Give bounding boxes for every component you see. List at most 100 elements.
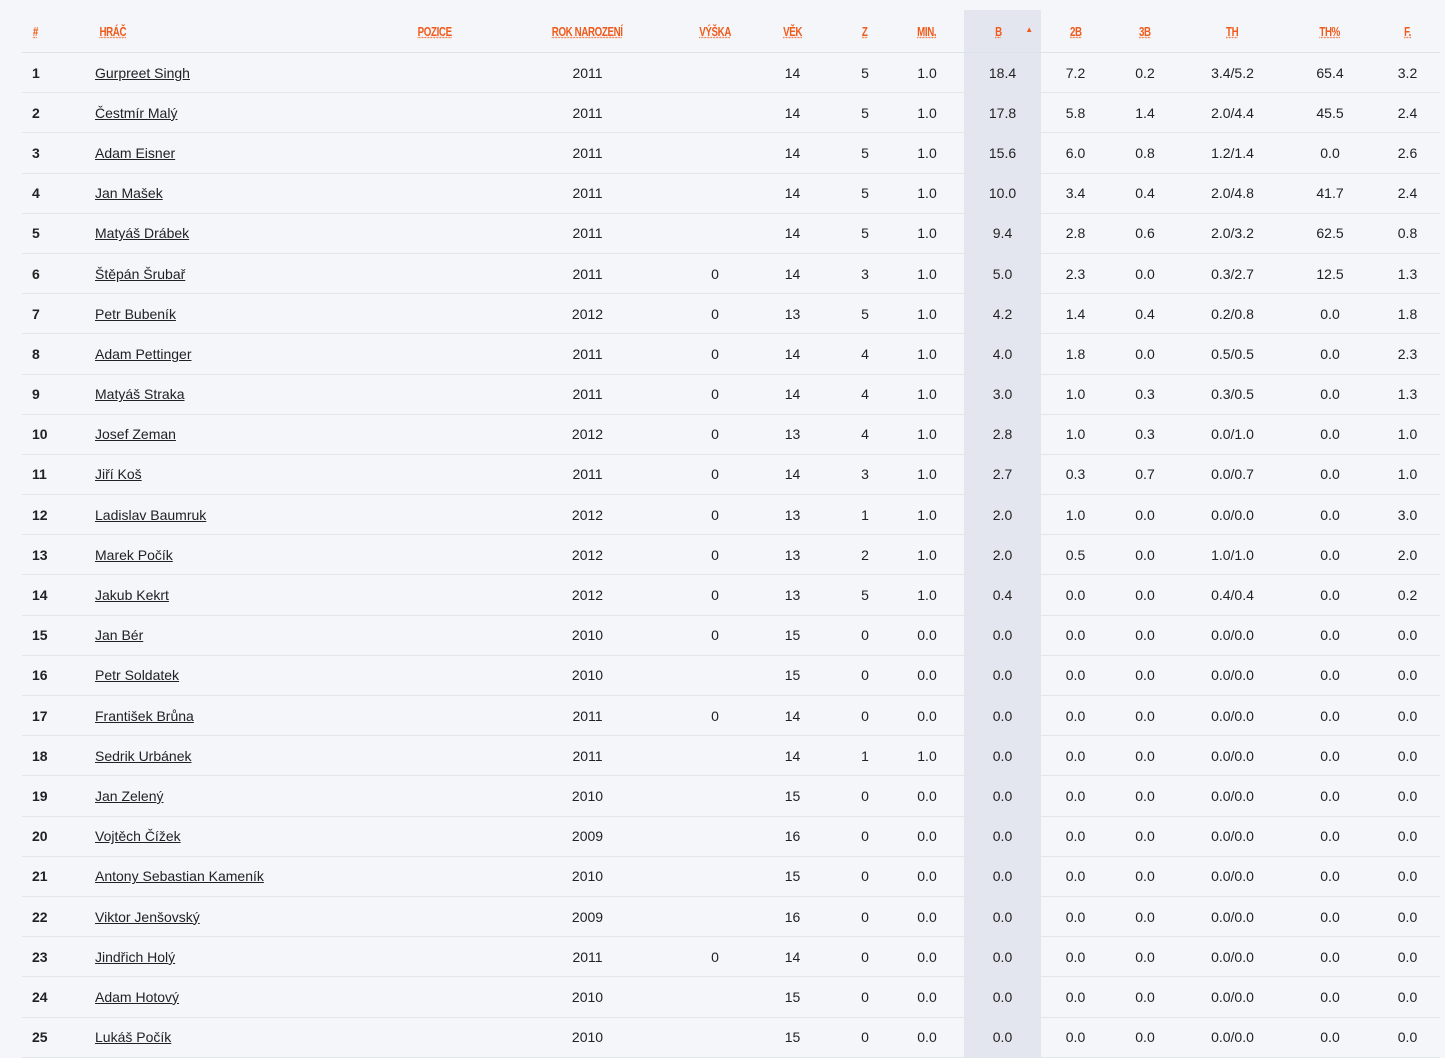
- cell-col-points: 4.2: [964, 293, 1041, 335]
- player-link[interactable]: Adam Pettinger: [95, 345, 192, 362]
- cell-col-player: Ladislav Baumruk: [90, 494, 380, 536]
- cell-col-player: Antony Sebastian Kameník: [90, 856, 380, 897]
- cell-col-games: 0: [840, 896, 890, 938]
- header-col-points[interactable]: B ▲: [964, 10, 1041, 53]
- cell-col-position: [380, 92, 490, 134]
- player-link[interactable]: Josef Zeman: [95, 426, 176, 443]
- player-link[interactable]: Jindřich Holý: [95, 948, 176, 965]
- table-row: 21 Antony Sebastian Kameník 2010 15 0 0.0 0.0 0…: [22, 856, 1440, 897]
- cell-col-games: 0: [840, 695, 890, 737]
- player-link[interactable]: Antony Sebastian Kameník: [95, 868, 264, 885]
- cell-col-fouls: 0.8: [1375, 213, 1440, 254]
- cell-col-3pt: 0.0: [1110, 735, 1180, 777]
- header-col-free-throws[interactable]: TH: [1180, 10, 1285, 53]
- header-col-games[interactable]: Z: [840, 10, 890, 53]
- cell-col-age: 14: [745, 173, 840, 214]
- cell-col-rank: 4: [22, 173, 90, 214]
- cell-col-games: 0: [840, 816, 890, 857]
- player-link[interactable]: Adam Hotový: [95, 988, 180, 1005]
- cell-col-3pt: 0.2: [1110, 52, 1180, 94]
- header-col-2pt[interactable]: 2B: [1041, 10, 1110, 53]
- player-link[interactable]: Matyáš Straka: [95, 386, 185, 403]
- cell-col-birth-year: 2012: [490, 494, 685, 536]
- cell-col-free-throws: 0.0/1.0: [1180, 414, 1285, 455]
- table-row: 7 Petr Bubeník 2012 0 13 5 1.0 4.2 1.4 0.4 0.2/0.8…: [22, 293, 1440, 335]
- table-row: 10 Josef Zeman 2012 0 13 4 1.0 2.8 1.0 0.3 0.0/1.0…: [22, 414, 1440, 455]
- header-col-3pt[interactable]: 3B: [1110, 10, 1180, 53]
- cell-col-age: 15: [745, 655, 840, 697]
- header-col-birth-year[interactable]: ROK NAROZENÍ: [490, 10, 685, 53]
- player-link[interactable]: Vojtěch Čížek: [95, 828, 181, 845]
- player-link[interactable]: Gurpreet Singh: [95, 64, 190, 81]
- player-link[interactable]: Jan Mašek: [95, 185, 163, 202]
- player-link[interactable]: Ladislav Baumruk: [95, 506, 207, 523]
- cell-col-points: 0.0: [964, 655, 1041, 697]
- cell-col-2pt: 5.8: [1041, 92, 1110, 134]
- cell-col-2pt: 0.0: [1041, 574, 1110, 616]
- header-col-fouls[interactable]: F.: [1375, 10, 1440, 53]
- player-link[interactable]: František Brůna: [95, 707, 194, 724]
- player-link[interactable]: Jakub Kekrt: [95, 587, 169, 604]
- header-label: 2B: [1069, 23, 1082, 39]
- header-label: TH: [1226, 23, 1239, 39]
- cell-col-2pt: 0.0: [1041, 735, 1110, 777]
- player-link[interactable]: Adam Eisner: [95, 144, 176, 161]
- header-label: B: [995, 23, 1003, 39]
- cell-col-3pt: 0.0: [1110, 655, 1180, 697]
- header-label: #: [32, 23, 38, 39]
- header-col-player[interactable]: HRÁČ: [90, 10, 380, 53]
- cell-col-player: Josef Zeman: [90, 414, 380, 455]
- cell-col-ft-pct: 0.0: [1285, 976, 1375, 1018]
- header-col-rank[interactable]: #: [22, 10, 90, 53]
- cell-col-points: 5.0: [964, 253, 1041, 295]
- player-link[interactable]: Petr Bubeník: [95, 305, 176, 322]
- header-label: TH%: [1319, 23, 1341, 39]
- cell-col-2pt: 1.8: [1041, 333, 1110, 375]
- header-col-age[interactable]: VĚK: [745, 10, 840, 53]
- cell-col-rank: 1: [22, 52, 90, 94]
- cell-col-fouls: 0.0: [1375, 615, 1440, 656]
- cell-col-height: [685, 1017, 745, 1058]
- player-link[interactable]: Jiří Koš: [95, 466, 142, 483]
- cell-col-2pt: 2.8: [1041, 213, 1110, 254]
- header-col-position[interactable]: POZICE: [380, 10, 490, 53]
- header-label: Z: [862, 23, 868, 39]
- player-link[interactable]: Štěpán Šrubař: [95, 265, 186, 282]
- player-link[interactable]: Petr Soldatek: [95, 667, 180, 684]
- header-label: VÝŠKA: [699, 23, 731, 39]
- cell-col-points: 18.4: [964, 52, 1041, 94]
- cell-col-points: 0.0: [964, 615, 1041, 656]
- cell-col-height: [685, 655, 745, 697]
- player-link[interactable]: Jan Zelený: [95, 787, 164, 804]
- cell-col-player: Adam Eisner: [90, 132, 380, 174]
- player-link[interactable]: Lukáš Počík: [95, 1029, 172, 1046]
- cell-col-age: 14: [745, 52, 840, 94]
- player-link[interactable]: Marek Počík: [95, 546, 173, 563]
- player-link[interactable]: Sedrik Urbánek: [95, 747, 192, 764]
- header-col-height[interactable]: VÝŠKA: [685, 10, 745, 53]
- cell-col-birth-year: 2011: [490, 173, 685, 214]
- cell-col-position: [380, 1017, 490, 1058]
- player-link[interactable]: Jan Bér: [95, 627, 144, 644]
- cell-col-points: 0.0: [964, 816, 1041, 857]
- table-row: 4 Jan Mašek 2011 14 5 1.0 10.0 3.4 0.4 2.0/4.8 41.…: [22, 173, 1440, 214]
- cell-col-3pt: 0.0: [1110, 695, 1180, 737]
- cell-col-games: 0: [840, 936, 890, 978]
- cell-col-height: 0: [685, 333, 745, 375]
- cell-col-2pt: 0.0: [1041, 936, 1110, 978]
- cell-col-age: 15: [745, 1017, 840, 1058]
- cell-col-games: 3: [840, 253, 890, 295]
- cell-col-ft-pct: 65.4: [1285, 52, 1375, 94]
- header-label: ROK NAROZENÍ: [552, 23, 623, 39]
- header-col-ft-pct[interactable]: TH%: [1285, 10, 1375, 53]
- cell-col-2pt: 0.0: [1041, 856, 1110, 897]
- cell-col-games: 4: [840, 414, 890, 455]
- player-link[interactable]: Viktor Jenšovský: [95, 908, 200, 925]
- cell-col-ft-pct: 0.0: [1285, 936, 1375, 978]
- header-col-minutes[interactable]: MIN.: [890, 10, 964, 53]
- cell-col-minutes: 0.0: [890, 775, 964, 817]
- cell-col-free-throws: 2.0/3.2: [1180, 213, 1285, 254]
- player-link[interactable]: Matyáš Drábek: [95, 225, 190, 242]
- player-link[interactable]: Čestmír Malý: [95, 104, 178, 121]
- cell-col-minutes: 1.0: [890, 735, 964, 777]
